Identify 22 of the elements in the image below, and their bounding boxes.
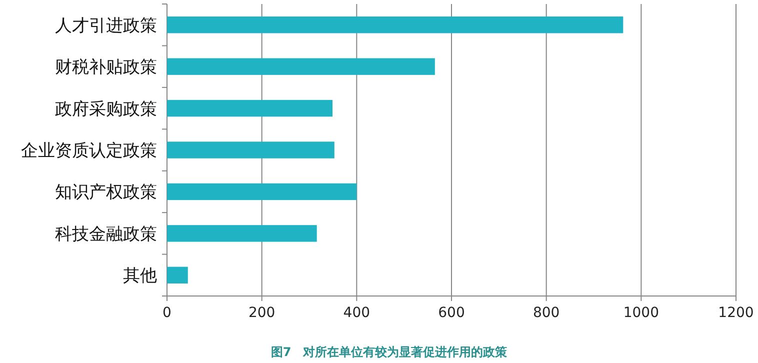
y-tick-label: 政府采购政策 [55,99,157,120]
x-tick-label: 1000 [623,305,659,321]
text: 图7 对所在单位有较为显著促进作用的政策 [270,345,508,359]
x-tick-label: 1200 [718,305,754,321]
bar [167,183,357,200]
x-tick-label: 200 [248,305,276,321]
x-tick-label: 600 [438,305,465,321]
x-tick-label: 800 [532,305,560,321]
x-tick-label: 0 [162,305,172,321]
y-tick-label: 科技金融政策 [55,224,157,244]
bar [167,100,332,117]
bar [167,58,435,75]
bar [167,266,188,284]
bar [167,225,317,242]
y-tick-label: 企业资质认定政策 [21,141,157,161]
x-tick-label: 400 [343,305,370,321]
y-tick-label: 人才引进政策 [55,16,157,36]
bar [167,16,624,34]
y-tick-label: 财税补贴政策 [55,58,157,78]
y-tick-label: 其他 [123,266,157,286]
bar [167,142,334,158]
y-tick-label: 知识产权政策 [55,182,157,203]
